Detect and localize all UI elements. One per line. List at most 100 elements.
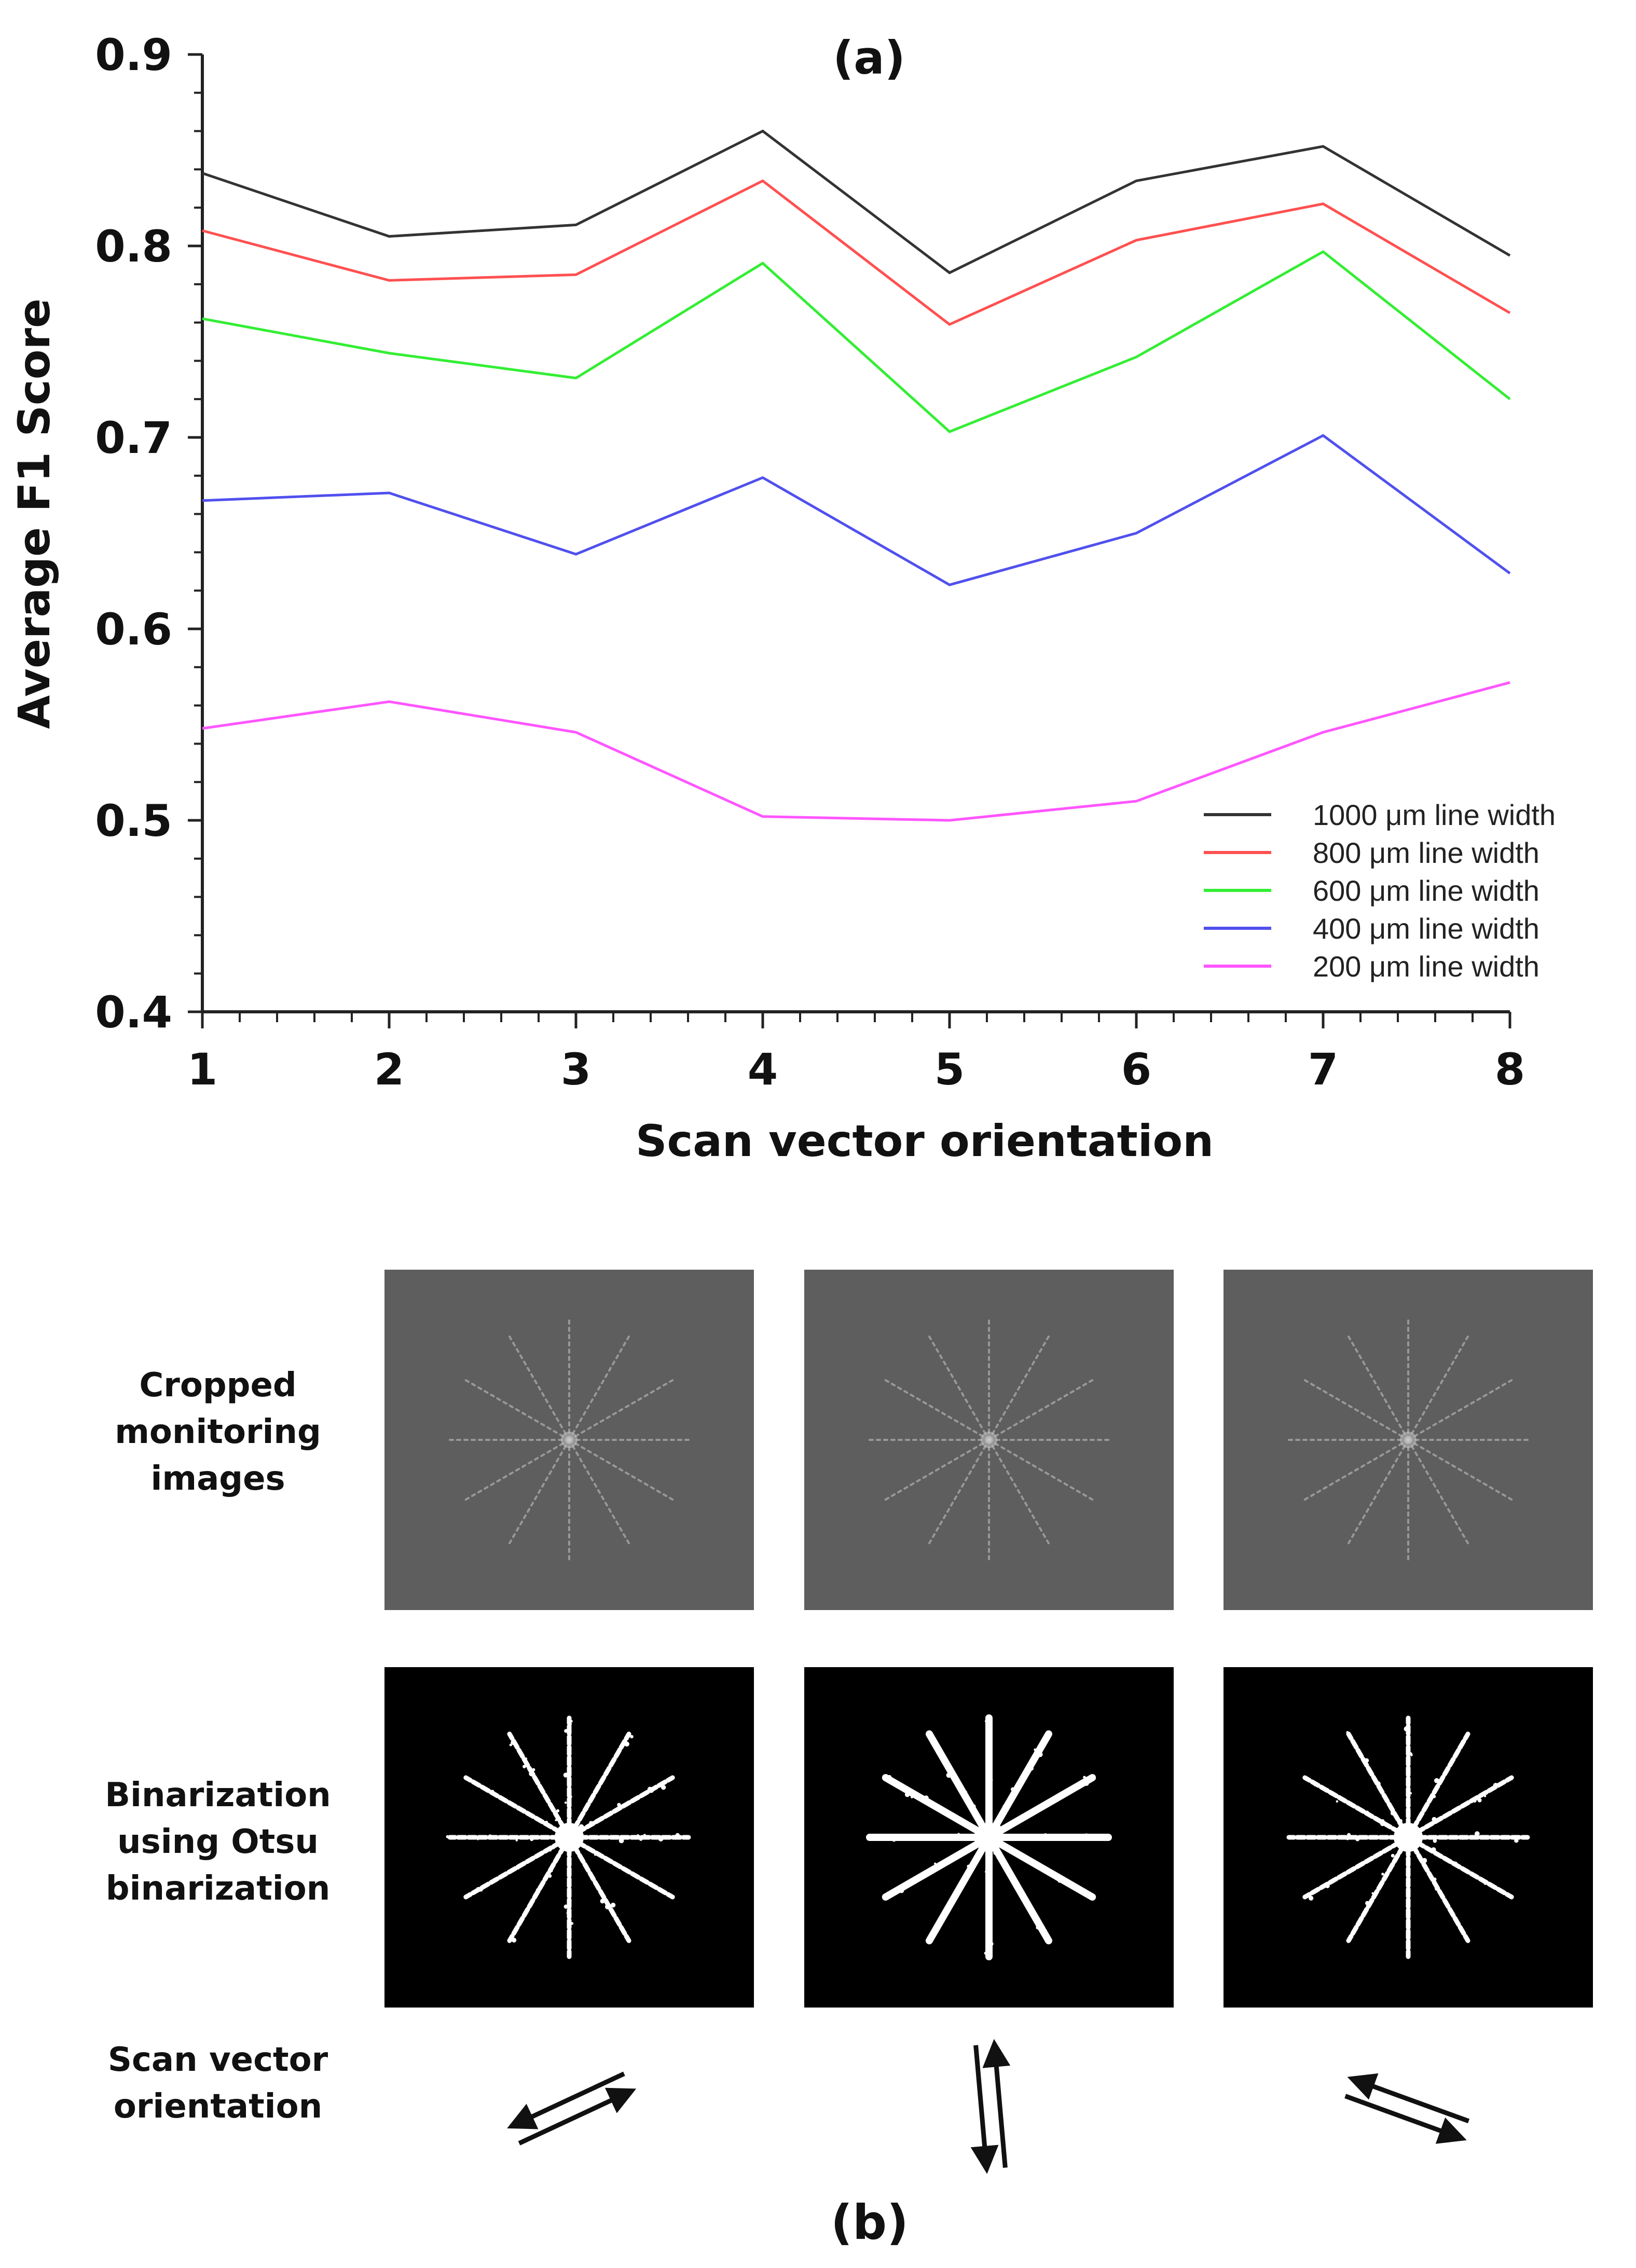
speckle xyxy=(933,1862,937,1865)
speckle xyxy=(1047,1799,1051,1803)
speckle xyxy=(1429,1874,1433,1877)
speckle xyxy=(1431,1847,1436,1852)
speckle xyxy=(1433,1877,1437,1881)
chart-title: (a) xyxy=(833,31,905,85)
speckle xyxy=(594,1853,597,1856)
speckle xyxy=(1496,1783,1501,1788)
binarized-image-svg xyxy=(1223,1667,1593,2008)
speckle xyxy=(604,1771,608,1775)
starburst-ray xyxy=(464,1439,570,1501)
arrow-forward xyxy=(507,2071,625,2129)
speckle xyxy=(964,1791,968,1794)
speckle xyxy=(559,1822,562,1824)
row-label-binarization: Binarization using Otsu binarization xyxy=(105,1776,331,1908)
x-tick-label: 1 xyxy=(187,1044,217,1095)
speckle xyxy=(1308,1895,1314,1901)
speckle xyxy=(1450,1760,1454,1764)
starburst-ray xyxy=(1348,1335,1409,1441)
speckle xyxy=(590,1876,594,1880)
speckle xyxy=(1325,1884,1330,1888)
speckle xyxy=(965,1873,968,1875)
speckle xyxy=(1063,1878,1067,1882)
speckle xyxy=(887,1775,892,1780)
speckle xyxy=(990,1778,993,1781)
starburst-ray xyxy=(985,1834,1096,1901)
starburst xyxy=(866,1714,1112,1960)
speckle xyxy=(1000,1813,1003,1817)
speckle xyxy=(1371,1892,1374,1894)
speckle xyxy=(605,1904,611,1909)
speckle xyxy=(1011,1787,1015,1792)
y-tick-label: 0.5 xyxy=(95,795,172,846)
arrow-backward xyxy=(1344,2094,1467,2144)
y-tick-label: 0.7 xyxy=(95,413,172,463)
speckle xyxy=(1413,1832,1417,1836)
starburst-ray xyxy=(928,1439,990,1545)
row-label-scan-vector-orientation: Scan vector orientation xyxy=(107,2041,328,2126)
speckle xyxy=(1474,1831,1480,1837)
speckle xyxy=(576,1826,581,1831)
speckle xyxy=(946,1772,952,1778)
starburst-ray xyxy=(1407,1335,1469,1441)
speckle xyxy=(476,1838,479,1840)
speckle xyxy=(533,1893,537,1896)
x-tick-label: 7 xyxy=(1308,1044,1338,1095)
speckle xyxy=(446,1835,449,1838)
series-line-2 xyxy=(202,179,1511,326)
speckle xyxy=(589,1821,593,1825)
speckle xyxy=(1477,1798,1482,1803)
speckle xyxy=(488,1834,492,1839)
cropped-image-svg xyxy=(1223,1270,1593,1610)
starburst-ray xyxy=(1407,1439,1513,1501)
speckle xyxy=(1403,1829,1408,1834)
speckle xyxy=(540,1882,544,1887)
cropped-image-1 xyxy=(384,1270,754,1610)
speckle xyxy=(515,1865,520,1870)
speckle xyxy=(1458,1745,1462,1750)
speckle xyxy=(551,1845,555,1850)
speckle xyxy=(1331,1879,1334,1881)
speckle xyxy=(1411,1830,1414,1833)
starburst-ray xyxy=(463,1775,572,1840)
starburst xyxy=(446,1715,691,1959)
speckle xyxy=(1347,1833,1351,1837)
speckle xyxy=(1391,1827,1394,1830)
speckle xyxy=(1410,1753,1413,1756)
speckle xyxy=(988,1910,991,1914)
speckle xyxy=(567,1722,572,1726)
legend-label-2: 800 μm line width xyxy=(1313,836,1539,869)
speckle xyxy=(569,1795,572,1798)
speckle xyxy=(1041,1835,1047,1840)
speckle xyxy=(566,1910,571,1916)
speckle xyxy=(617,1803,621,1807)
speckle xyxy=(1104,1836,1107,1840)
speckle xyxy=(924,1795,929,1800)
speckle xyxy=(1391,1853,1395,1858)
speckle xyxy=(1036,1926,1040,1930)
speckle xyxy=(1034,1752,1037,1756)
y-tick-label: 0.6 xyxy=(95,604,172,655)
speckle xyxy=(1404,1726,1409,1731)
speckle xyxy=(1037,1752,1043,1757)
arrow-backward xyxy=(982,2039,1011,2168)
speckle xyxy=(971,1804,976,1809)
speckle xyxy=(1365,1810,1369,1815)
starburst-center xyxy=(974,1823,1003,1852)
speckle xyxy=(479,1888,483,1892)
speckle xyxy=(491,1790,494,1793)
x-tick-label: 5 xyxy=(934,1044,965,1095)
starburst-ray xyxy=(1303,1379,1409,1441)
speckle xyxy=(957,1782,961,1787)
starburst-center xyxy=(1400,1432,1417,1448)
starburst-ray xyxy=(567,1731,631,1840)
speckle xyxy=(618,1838,624,1844)
starburst-ray xyxy=(926,1834,993,1945)
speckle xyxy=(1434,1778,1439,1783)
speckle xyxy=(1029,1766,1034,1771)
series-line-1 xyxy=(202,129,1511,274)
speckle xyxy=(931,1735,935,1739)
starburst xyxy=(1288,1319,1529,1560)
starburst-ray xyxy=(567,1835,631,1943)
speckle xyxy=(548,1874,552,1878)
speckle xyxy=(1325,1788,1330,1793)
